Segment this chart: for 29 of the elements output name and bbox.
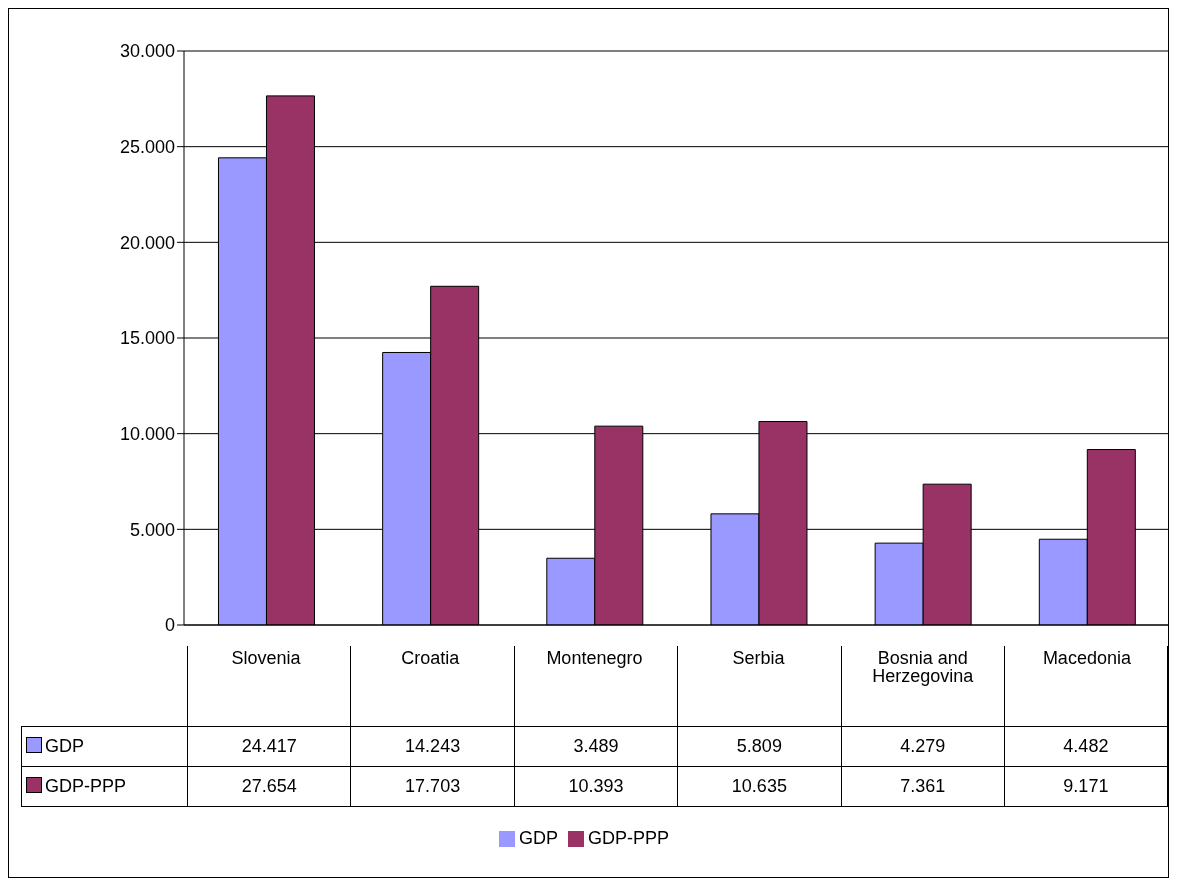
x-tick-label: Serbia [732,647,786,668]
x-tick-label: Croatia [401,647,461,668]
legend-label: GDP [21,726,188,767]
y-tick-label: 10.000 [119,424,175,445]
y-tick-label: 20.000 [119,232,175,253]
x-tick-label: Bosnia and Herzegovina [872,647,975,686]
data-label: 24.417 [187,726,351,767]
y-tick-label: 15.000 [119,328,175,349]
data-label: 9.171 [1004,766,1168,807]
y-tick-label: 0 [164,615,175,636]
data-label: 5.809 [677,726,842,767]
data-label: 14.243 [350,726,515,767]
data-label: 10.635 [677,766,842,807]
data-label: 17.703 [350,766,515,807]
legend-label: GDP-PPP [587,828,670,848]
text: GDP-PPP [45,776,127,796]
data-label: 27.654 [187,766,351,807]
x-tick-label: Montenegro [546,647,643,668]
x-tick-label: Macedonia [1042,647,1132,668]
y-tick-label: 25.000 [119,137,175,158]
y-tick-label: 30.000 [119,41,175,62]
data-label: 4.279 [841,726,1005,767]
y-tick-label: 5.000 [129,519,175,540]
x-tick-label: Slovenia [231,647,302,668]
text: GDP [518,828,558,848]
data-label: 10.393 [514,766,678,807]
data-label: 3.489 [514,726,678,767]
data-label: 4.482 [1004,726,1168,767]
data-label: 7.361 [841,766,1005,807]
